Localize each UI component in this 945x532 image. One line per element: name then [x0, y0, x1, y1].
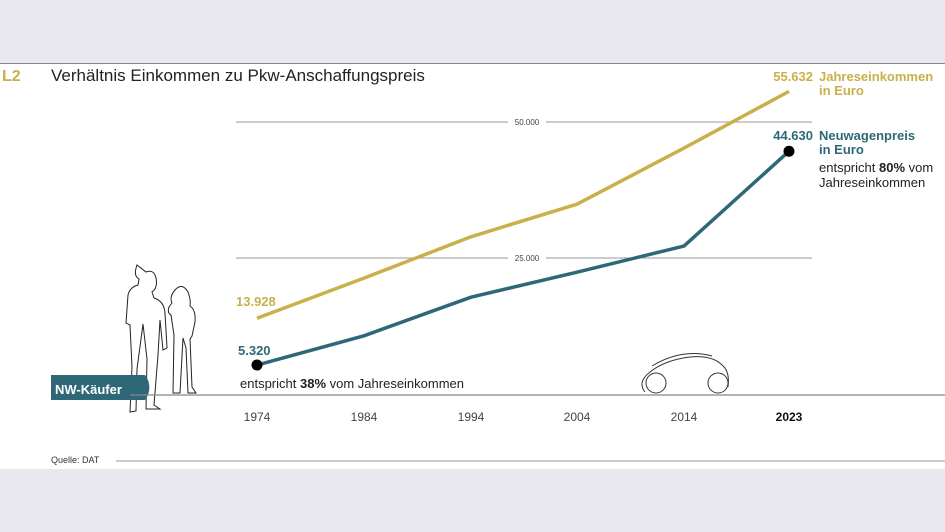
people-illustration-icon	[125, 264, 197, 413]
x-tick-label: 1974	[244, 410, 271, 424]
series-end-label: 44.630	[773, 128, 813, 143]
x-tick-label: 1994	[458, 410, 485, 424]
end-annotation: entspricht 80% vom	[819, 160, 933, 175]
series-name-label: in Euro	[819, 83, 864, 98]
y-tick-label: 50.000	[515, 118, 540, 127]
series-start-label: 13.928	[236, 294, 276, 309]
series-start-label: 5.320	[238, 343, 271, 358]
series-name-label: in Euro	[819, 142, 864, 157]
x-tick-label: 2023	[776, 410, 803, 424]
end-annotation-line2: Jahreseinkommen	[819, 175, 925, 190]
x-axis-labels: 1974 1984 1994 2004 2014 2023	[244, 410, 803, 424]
x-tick-label: 1984	[351, 410, 378, 424]
series-line	[256, 89, 790, 320]
car-illustration-icon	[641, 353, 729, 394]
y-tick-label: 25.000	[515, 254, 540, 263]
chart-id: L2	[2, 68, 21, 85]
x-tick-label: 2014	[671, 410, 698, 424]
chart-panel	[0, 63, 945, 469]
series-line	[256, 149, 791, 367]
end-marker	[783, 145, 795, 157]
series-name-label: Jahreseinkommen	[819, 69, 933, 84]
series-name-label: Neuwagenpreis	[819, 128, 915, 143]
start-annotation: entspricht 38% vom Jahreseinkommen	[240, 376, 464, 391]
start-marker	[251, 359, 263, 371]
x-tick-label: 2004	[564, 410, 591, 424]
gridlines: 25.000 50.000	[236, 118, 812, 263]
nw-kaeufer-label: NW-Käufer	[55, 382, 122, 397]
series-end-label: 55.632	[773, 69, 813, 84]
chart-title: Verhältnis Einkommen zu Pkw-Anschaffungs…	[51, 66, 425, 85]
source-label: Quelle: DAT	[51, 455, 100, 465]
nw-kaeufer-badge	[51, 375, 150, 400]
